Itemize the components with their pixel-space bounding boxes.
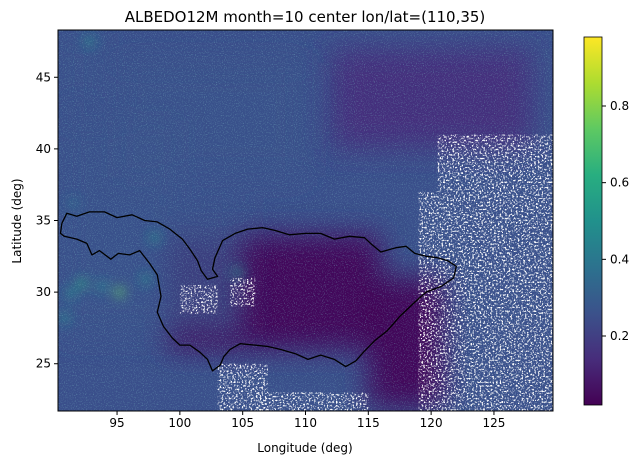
- y-tick-label-40: 40: [36, 142, 51, 156]
- y-tick-label-30: 30: [36, 285, 51, 299]
- y-tick-label-45: 45: [36, 70, 51, 84]
- x-tick-label-95: 95: [109, 416, 124, 430]
- x-axis-label: Longitude (deg): [257, 441, 352, 455]
- no-data-regions: [179, 134, 553, 411]
- x-tick-label-125: 125: [482, 416, 505, 430]
- y-axis-label: Latitude (deg): [10, 178, 24, 263]
- colorbar-tick-label-3: 0.8: [610, 99, 629, 113]
- no-data-region-5: [230, 277, 256, 307]
- y-tick-label-25: 25: [36, 357, 51, 371]
- x-tick-label-120: 120: [420, 416, 443, 430]
- plot-area: [58, 30, 553, 411]
- x-tick-label-110: 110: [294, 416, 317, 430]
- no-data-region-4: [179, 284, 218, 314]
- colorbar-tick-label-2: 0.6: [610, 176, 629, 190]
- colorbar: [583, 36, 603, 406]
- basin-boundary: [59, 211, 457, 372]
- no-data-region-3: [255, 392, 369, 411]
- x-axis-ticks: 95 100 105 110 115 120 125: [109, 411, 505, 430]
- colorbar-tick-label-0: 0.2: [610, 329, 629, 343]
- colorbar-tick-label-1: 0.4: [610, 252, 629, 266]
- x-tick-label-115: 115: [357, 416, 380, 430]
- no-data-region-0: [418, 191, 553, 411]
- y-tick-label-35: 35: [36, 214, 51, 228]
- no-data-region-1: [437, 134, 553, 192]
- colorbar-ticks: 0.2 0.4 0.6 0.8: [602, 99, 629, 343]
- x-tick-label-100: 100: [168, 416, 191, 430]
- x-tick-label-105: 105: [231, 416, 254, 430]
- chart-title: ALBEDO12M month=10 center lon/lat=(110,3…: [125, 8, 486, 26]
- y-axis-ticks: 25 30 35 40 45: [36, 70, 58, 371]
